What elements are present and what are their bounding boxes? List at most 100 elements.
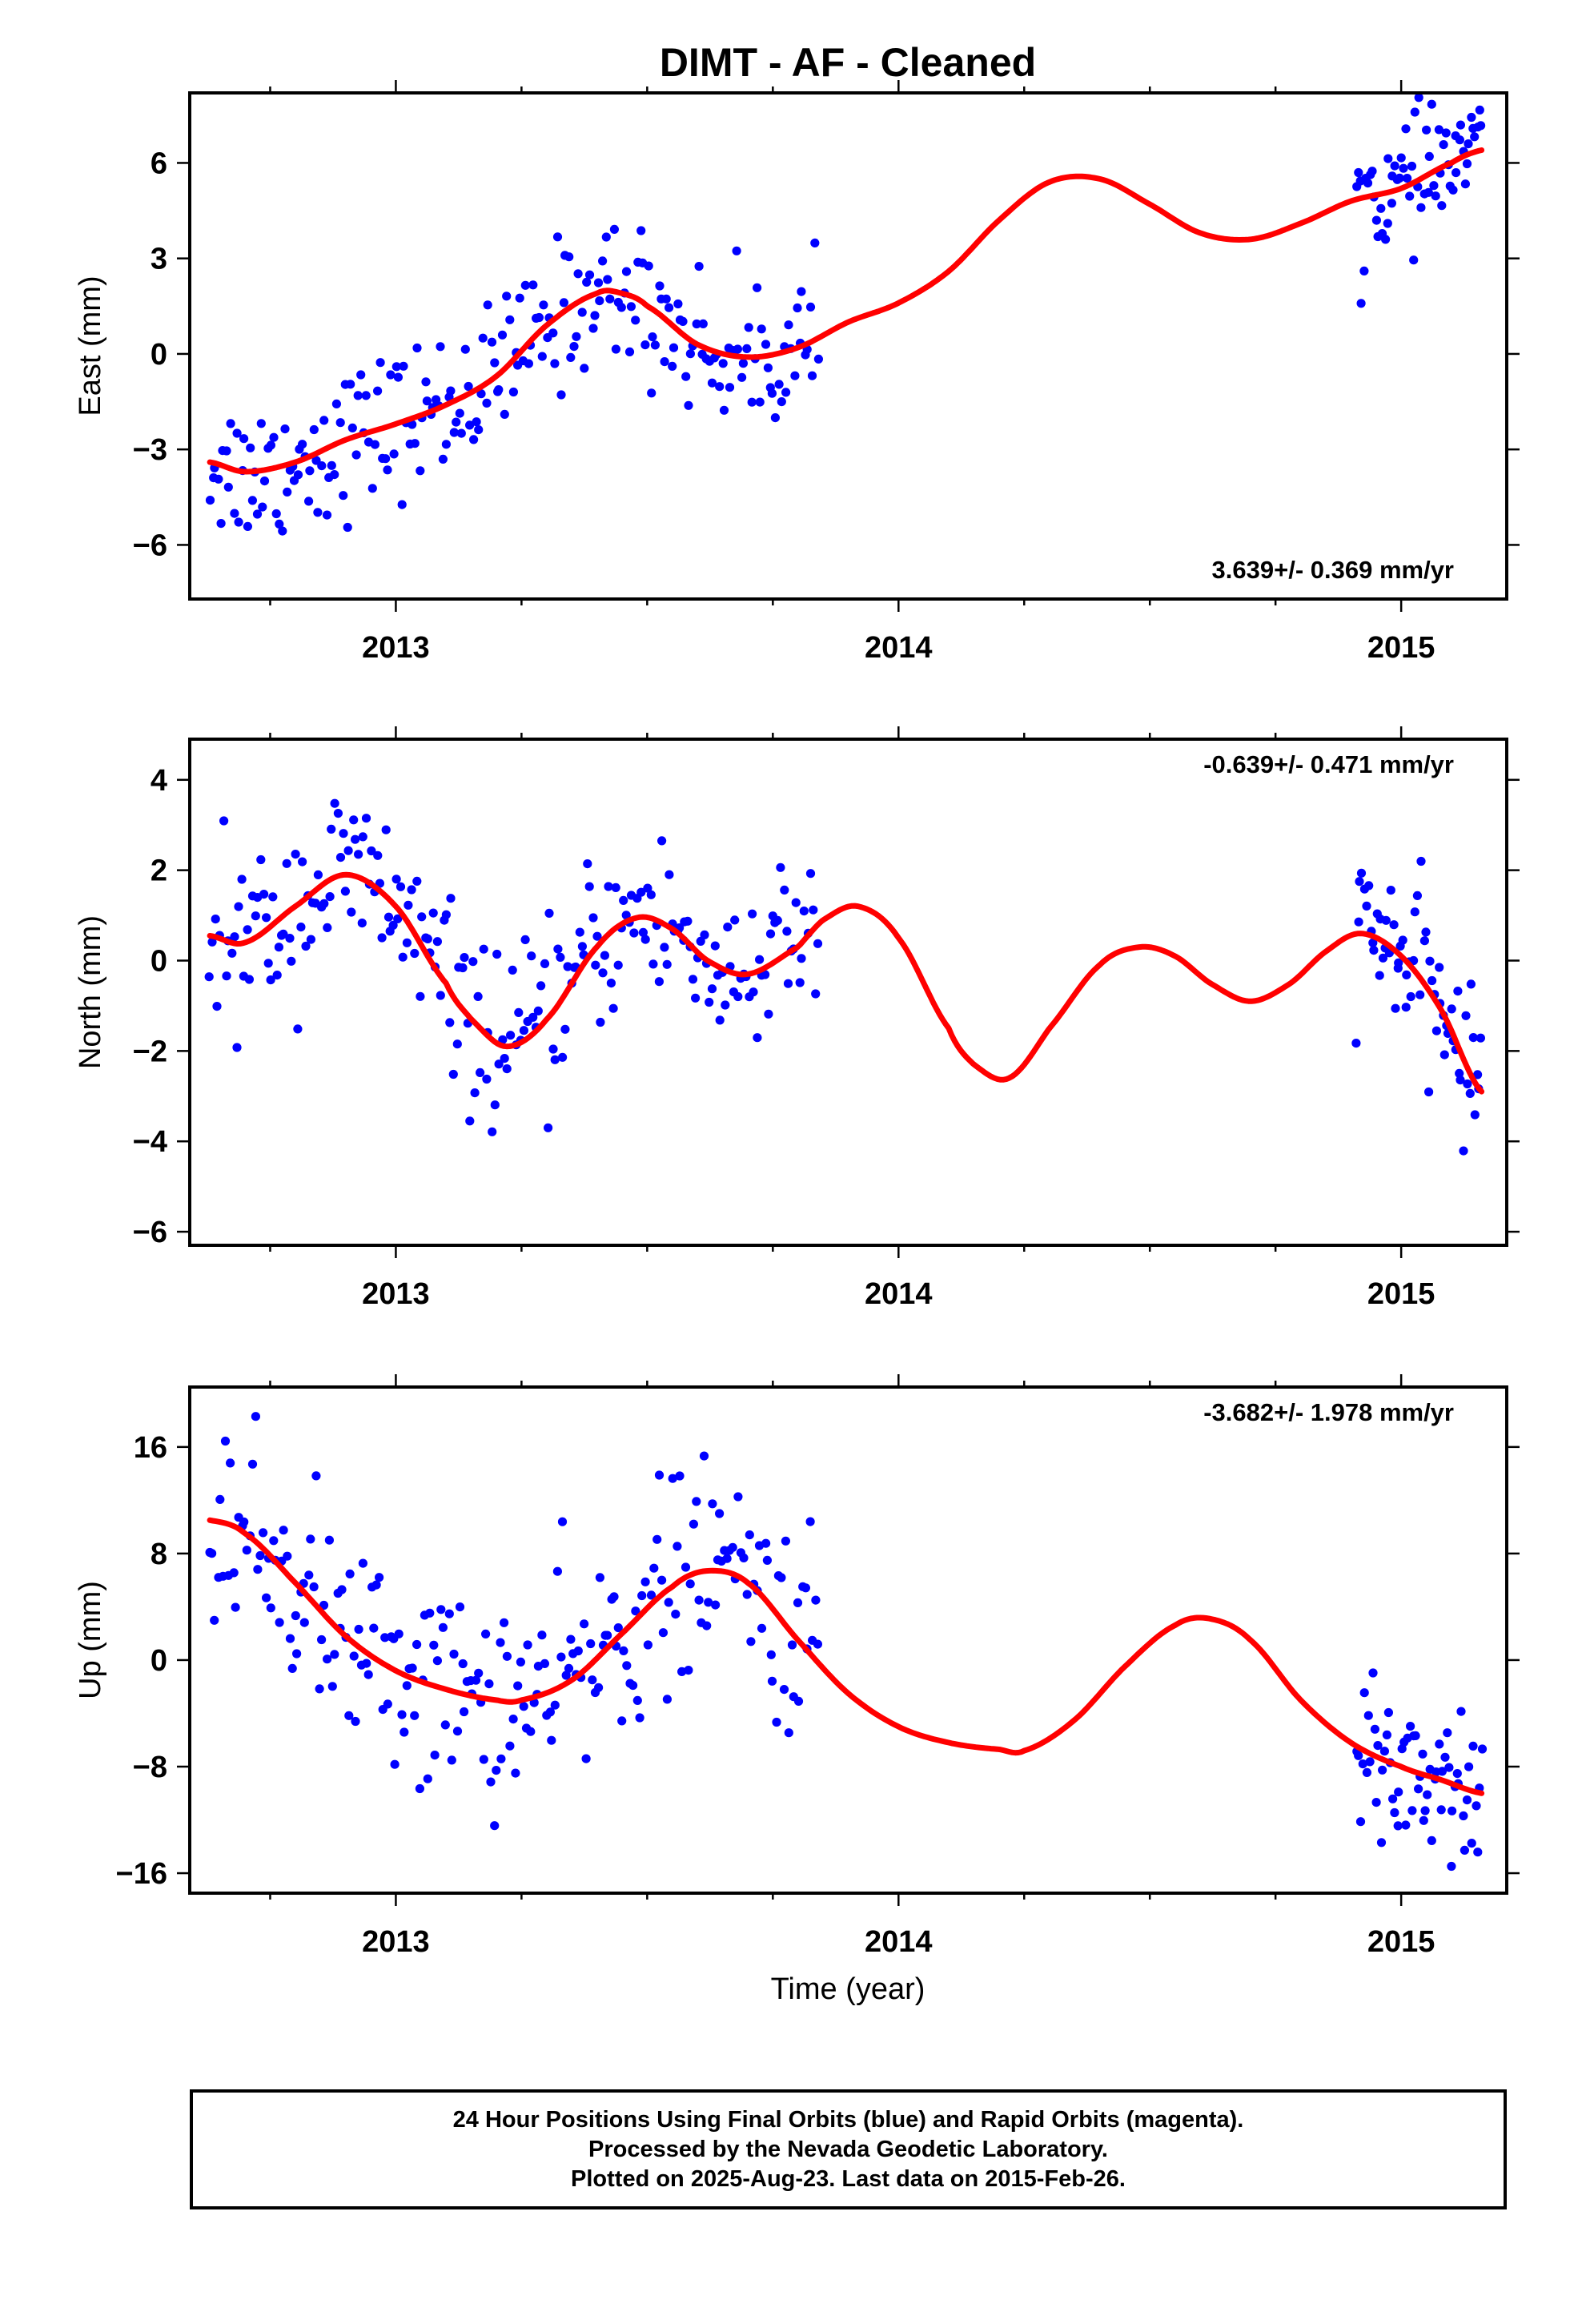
data-point [711, 1600, 721, 1610]
data-point [479, 1755, 488, 1764]
data-point [285, 1634, 295, 1643]
data-point [763, 363, 773, 372]
data-point [244, 975, 254, 984]
data-point [524, 359, 534, 368]
data-point [742, 1590, 752, 1599]
data-point [558, 1052, 568, 1062]
data-point [381, 454, 391, 464]
data-point [343, 522, 352, 533]
y-tick-label: 16 [134, 1431, 167, 1465]
footer-box: 24 Hour Positions Using Final Orbits (bl… [190, 2089, 1507, 2209]
data-point [255, 1550, 265, 1561]
data-point [745, 1530, 754, 1540]
data-point [513, 1681, 523, 1691]
data-point [604, 882, 613, 891]
data-point [219, 816, 229, 826]
y-tick-label: 3 [151, 243, 167, 276]
data-point [215, 1494, 225, 1504]
data-point [764, 1009, 773, 1019]
data-point [640, 340, 650, 350]
data-point [1371, 215, 1381, 225]
data-point [1448, 185, 1458, 195]
data-point [1364, 881, 1374, 891]
data-point [325, 892, 335, 902]
data-point [776, 862, 785, 872]
data-point [287, 1663, 297, 1673]
data-point [733, 344, 743, 354]
data-point [662, 1695, 673, 1704]
data-point [675, 1471, 685, 1481]
data-point [324, 1535, 334, 1545]
data-point [537, 1630, 547, 1640]
data-point [580, 1619, 589, 1629]
y-tick-label: 2 [151, 854, 167, 888]
data-point [519, 1026, 529, 1035]
data-point [733, 991, 743, 1002]
data-point [410, 948, 420, 959]
data-point [346, 380, 355, 389]
data-point [373, 850, 383, 860]
data-point [631, 1606, 640, 1616]
data-point [753, 283, 762, 292]
data-point [402, 938, 412, 947]
data-point [391, 875, 401, 884]
data-point [212, 1002, 222, 1011]
data-point [779, 1685, 789, 1695]
data-point [657, 1575, 667, 1585]
data-point [505, 315, 515, 324]
data-point [528, 280, 538, 290]
data-point [650, 340, 661, 350]
data-point [416, 991, 425, 1001]
data-point [811, 1595, 821, 1605]
data-point [684, 1666, 693, 1675]
data-point [708, 1499, 717, 1509]
data-point [383, 465, 392, 475]
data-point [694, 262, 704, 271]
data-point [683, 916, 693, 926]
data-point [319, 416, 329, 425]
y-tick-label: −16 [116, 1857, 167, 1891]
data-point [482, 1074, 492, 1084]
data-point [436, 342, 445, 352]
data-point [1435, 963, 1444, 972]
data-point [476, 1068, 485, 1077]
data-point [705, 997, 714, 1007]
data-point [613, 1623, 623, 1633]
y-tick-label: 0 [151, 338, 167, 372]
data-point [470, 1088, 480, 1098]
data-point [452, 1727, 463, 1736]
data-point [412, 343, 422, 353]
y-tick-label: −8 [133, 1751, 167, 1784]
data-point [797, 954, 806, 963]
data-point [702, 1621, 712, 1630]
data-point [1439, 140, 1448, 150]
data-point [1369, 946, 1379, 955]
data-point [349, 815, 359, 825]
data-point [448, 1069, 458, 1080]
data-point [533, 1006, 543, 1015]
data-point [753, 1033, 762, 1043]
data-point [1390, 1807, 1399, 1818]
data-point [660, 357, 669, 367]
data-point [1406, 991, 1415, 1002]
rate-label: 3.639+/- 0.369 mm/yr [1212, 556, 1454, 584]
data-point [407, 885, 416, 895]
data-point [1440, 1752, 1450, 1762]
data-point [269, 1536, 279, 1546]
data-point [412, 1639, 422, 1650]
data-point [496, 1754, 506, 1763]
data-point [528, 1012, 538, 1022]
data-point [813, 354, 823, 364]
data-point [497, 330, 508, 340]
data-point [787, 1640, 797, 1650]
data-point [327, 1682, 337, 1691]
data-point [458, 1659, 468, 1669]
data-point [655, 281, 665, 291]
data-point [552, 232, 563, 242]
data-point [1467, 112, 1476, 123]
data-point [1456, 1707, 1466, 1716]
data-point [631, 316, 640, 325]
data-point [595, 1573, 605, 1582]
data-point [793, 1696, 804, 1706]
footer-line-2: Processed by the Nevada Geodetic Laborat… [588, 2136, 1108, 2162]
